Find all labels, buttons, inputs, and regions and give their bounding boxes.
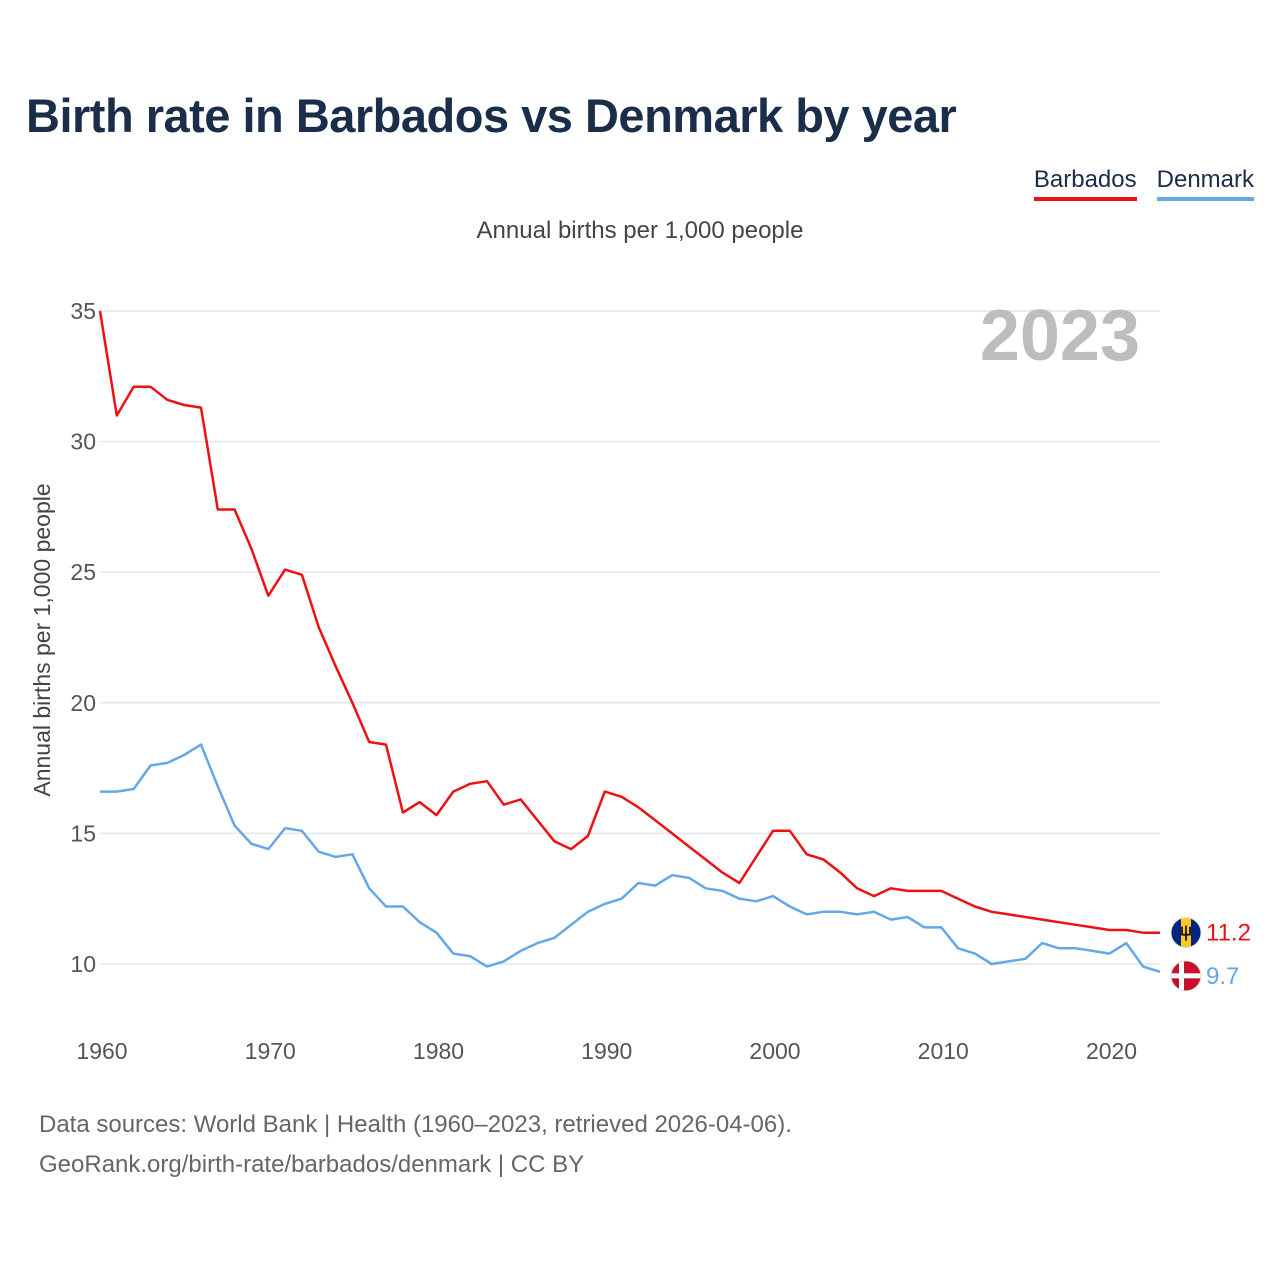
source-line-2[interactable]: GeoRank.org/birth-rate/barbados/denmark … — [39, 1151, 585, 1178]
chart-title: Birth rate in Barbados vs Denmark by yea… — [26, 89, 957, 142]
x-tick-label: 1970 — [245, 1038, 296, 1064]
y-axis-ticks: 10 15 20 25 30 35 — [70, 298, 96, 977]
series-lines — [98, 310, 1161, 973]
x-tick-label: 1960 — [76, 1038, 127, 1064]
x-tick-label: 1980 — [413, 1038, 464, 1064]
y-tick-label: 10 — [70, 951, 96, 977]
legend: Barbados Denmark — [1033, 166, 1254, 201]
end-value-barbados: 11.2 — [1206, 920, 1251, 947]
highlight-year: 2023 — [980, 296, 1140, 376]
chart-subtitle: Annual births per 1,000 people — [476, 217, 804, 244]
source-line-1: Data sources: World Bank | Health (1960–… — [39, 1111, 792, 1138]
x-tick-label: 2020 — [1086, 1038, 1137, 1064]
x-tick-label: 2010 — [918, 1038, 969, 1064]
y-axis-label: Annual births per 1,000 people — [29, 483, 55, 796]
series-line-barbados[interactable] — [98, 310, 1160, 934]
x-axis-ticks: 1960 1970 1980 1990 2000 2010 2020 — [76, 1038, 1137, 1064]
legend-item-barbados[interactable]: Barbados — [1033, 166, 1137, 201]
y-tick-label: 30 — [70, 429, 96, 455]
gridlines — [100, 310, 1160, 965]
series-line-denmark[interactable] — [100, 743, 1161, 973]
y-tick-label: 20 — [70, 690, 96, 716]
y-tick-label: 25 — [70, 559, 96, 585]
source-note: Data sources: World Bank | Health (1960–… — [39, 1105, 792, 1185]
barbados-flag-icon — [1170, 917, 1202, 949]
end-markers: 11.2 9.7 — [1170, 917, 1251, 992]
denmark-flag-icon — [1170, 960, 1202, 992]
x-tick-label: 2000 — [749, 1038, 800, 1064]
legend-item-denmark[interactable]: Denmark — [1156, 166, 1254, 201]
x-tick-label: 1990 — [581, 1038, 632, 1064]
y-tick-label: 15 — [70, 820, 96, 846]
end-value-denmark: 9.7 — [1206, 963, 1239, 990]
y-tick-label: 35 — [70, 298, 96, 324]
